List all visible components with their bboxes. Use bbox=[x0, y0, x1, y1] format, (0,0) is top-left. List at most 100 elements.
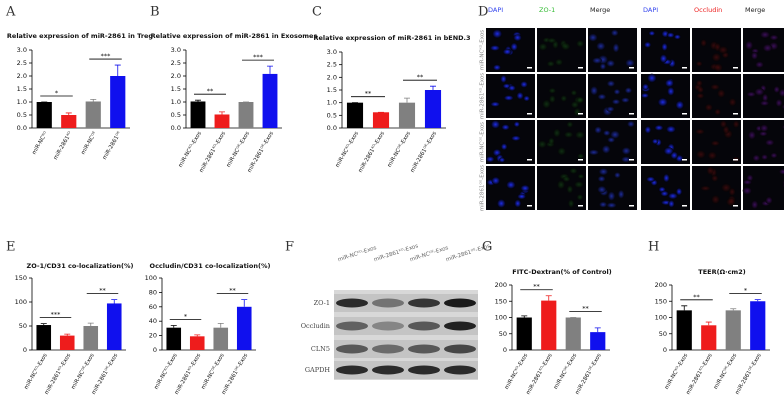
x-tick-label: miR-NCᴼᴱ-Exos bbox=[225, 130, 251, 168]
nucleus bbox=[618, 189, 625, 199]
nucleus bbox=[667, 86, 675, 96]
nucleus bbox=[606, 59, 615, 67]
blot-strip bbox=[334, 340, 478, 358]
y-tick-label: 80 bbox=[149, 288, 157, 296]
nucleus bbox=[490, 45, 500, 51]
nucleus bbox=[665, 79, 674, 88]
nucleus bbox=[611, 29, 619, 37]
nucleus bbox=[594, 126, 602, 134]
nucleus bbox=[624, 87, 632, 94]
nucleus bbox=[657, 97, 668, 107]
nucleus bbox=[508, 85, 516, 92]
x-tick-label: miR-NCᴼᴱ-Exos bbox=[200, 352, 226, 390]
stain bbox=[561, 42, 571, 51]
nucleus bbox=[770, 152, 778, 159]
nucleus bbox=[592, 57, 602, 64]
significance-label: ** bbox=[99, 287, 106, 295]
nucleus bbox=[778, 88, 784, 97]
stain bbox=[726, 197, 736, 207]
nucleus bbox=[654, 124, 664, 131]
y-tick-label: 100 bbox=[145, 274, 157, 282]
y-tick-label: 2.0 bbox=[327, 73, 337, 81]
nucleus bbox=[742, 187, 752, 195]
nucleus bbox=[675, 100, 684, 110]
scale-bar bbox=[682, 113, 687, 115]
y-tick-label: 50 bbox=[659, 330, 667, 338]
stain bbox=[714, 63, 723, 72]
nucleus bbox=[765, 196, 773, 205]
nucleus bbox=[781, 104, 784, 110]
stain bbox=[696, 150, 706, 159]
nucleus bbox=[513, 34, 522, 42]
y-tick-label: 0.0 bbox=[327, 124, 337, 132]
stain bbox=[548, 137, 555, 145]
x-tick-label: miR-2861ᴷᴼ-Exos bbox=[525, 352, 554, 396]
y-tick-label: 2.5 bbox=[171, 59, 181, 67]
bar bbox=[750, 301, 766, 350]
band-label: GAPDH bbox=[305, 366, 330, 374]
significance-label: ** bbox=[582, 305, 589, 313]
error-bar bbox=[681, 305, 688, 311]
bar bbox=[236, 306, 252, 350]
nucleus bbox=[588, 33, 598, 42]
y-tick-label: 2.5 bbox=[327, 61, 337, 69]
nucleus bbox=[502, 48, 512, 55]
nucleus bbox=[751, 51, 759, 60]
scale-bar bbox=[527, 67, 532, 69]
nucleus bbox=[596, 42, 606, 51]
panel-label: H bbox=[648, 240, 659, 255]
nucleus bbox=[606, 202, 617, 208]
stain bbox=[706, 166, 714, 175]
nucleus bbox=[492, 29, 503, 39]
chart-title: FITC-Dextran(% of Control) bbox=[512, 268, 611, 276]
blot-band bbox=[336, 365, 368, 375]
y-tick-label: 100 bbox=[495, 314, 507, 322]
bar bbox=[106, 303, 122, 350]
significance-label: ** bbox=[365, 90, 372, 98]
scale-bar bbox=[578, 205, 583, 207]
stain bbox=[718, 46, 728, 54]
y-tick-label: 0 bbox=[663, 346, 667, 354]
x-tick-label: miR-NCᴼᴱ-Exos bbox=[386, 130, 412, 168]
error-bar bbox=[545, 295, 552, 301]
bar bbox=[424, 90, 442, 128]
scale-bar bbox=[578, 67, 583, 69]
stain bbox=[696, 80, 703, 87]
y-tick-label: 1.5 bbox=[17, 85, 27, 93]
y-tick-label: 200 bbox=[655, 281, 667, 289]
nucleus bbox=[625, 59, 635, 67]
nucleus bbox=[613, 89, 621, 95]
scale-bar bbox=[682, 159, 687, 161]
nucleus bbox=[674, 34, 681, 40]
bar bbox=[590, 332, 606, 350]
y-tick-label: 200 bbox=[495, 281, 507, 289]
x-tick-label: miR-2861ᴷᴼ-Exos bbox=[173, 352, 202, 396]
nucleus bbox=[759, 131, 768, 137]
panel-label: A bbox=[5, 5, 16, 20]
x-tick-label: miR-2861ᴼᴱ-Exos bbox=[220, 352, 249, 396]
nucleus bbox=[588, 149, 599, 156]
nucleus bbox=[668, 192, 678, 200]
nucleus bbox=[510, 42, 518, 51]
stain bbox=[728, 98, 737, 107]
error-bar bbox=[404, 97, 410, 103]
nucleus bbox=[779, 168, 784, 175]
blot-band bbox=[336, 321, 368, 331]
column-header: Merge bbox=[590, 6, 610, 14]
y-tick-label: 60 bbox=[149, 303, 157, 311]
stain bbox=[570, 101, 579, 109]
nucleus bbox=[646, 176, 656, 183]
x-tick-label: miR-2861ᴷᴼ-Exos bbox=[357, 130, 386, 174]
nucleus bbox=[644, 41, 652, 48]
y-tick-label: 1.5 bbox=[327, 86, 337, 94]
y-tick-label: 2.0 bbox=[17, 72, 27, 80]
error-bar bbox=[194, 334, 201, 337]
stain bbox=[566, 185, 574, 194]
nucleus bbox=[762, 44, 773, 52]
nucleus bbox=[500, 75, 507, 83]
nucleus bbox=[497, 199, 506, 208]
x-tick-label: miR-NCᴷᴼ bbox=[31, 130, 50, 156]
x-tick-label: miR-NCᴼᴱ-Exos bbox=[70, 352, 96, 390]
blot-band bbox=[372, 321, 404, 331]
nucleus bbox=[602, 145, 611, 154]
